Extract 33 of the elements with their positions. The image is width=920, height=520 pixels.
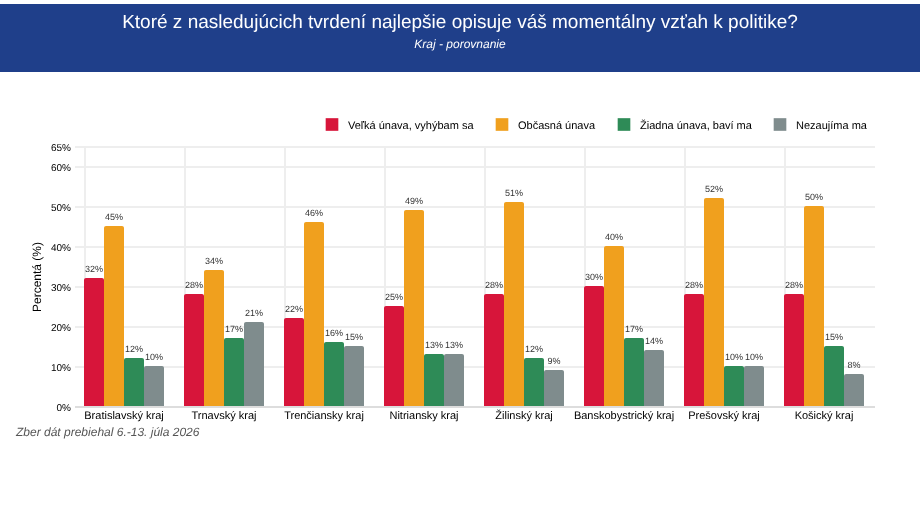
bar [604, 246, 624, 406]
bar [404, 210, 424, 406]
bar [724, 366, 744, 406]
bar [324, 342, 344, 406]
bar [344, 346, 364, 406]
bar [144, 366, 164, 406]
bar [84, 278, 104, 406]
bar [184, 294, 204, 406]
bar [124, 358, 144, 406]
bar [304, 222, 324, 406]
chart-title: Ktoré z nasledujúcich tvrdení najlepšie opisuje váš momentálny vzťah k politike? [120, 12, 800, 34]
bar [684, 294, 704, 406]
bar [524, 358, 544, 406]
bar [284, 318, 304, 406]
bar [824, 346, 844, 406]
bar [584, 286, 604, 406]
bar [384, 306, 404, 406]
bar [204, 270, 224, 406]
bar [844, 374, 864, 406]
bar [644, 350, 664, 406]
bar [224, 338, 244, 406]
bar [104, 226, 124, 406]
bar [244, 322, 264, 406]
bar [804, 206, 824, 406]
bar [444, 354, 464, 406]
bar [624, 338, 644, 406]
bar [704, 198, 724, 406]
bar [484, 294, 504, 406]
bar [504, 202, 524, 406]
bar [784, 294, 804, 406]
bar [544, 370, 564, 406]
bar [424, 354, 444, 406]
bar [744, 366, 764, 406]
